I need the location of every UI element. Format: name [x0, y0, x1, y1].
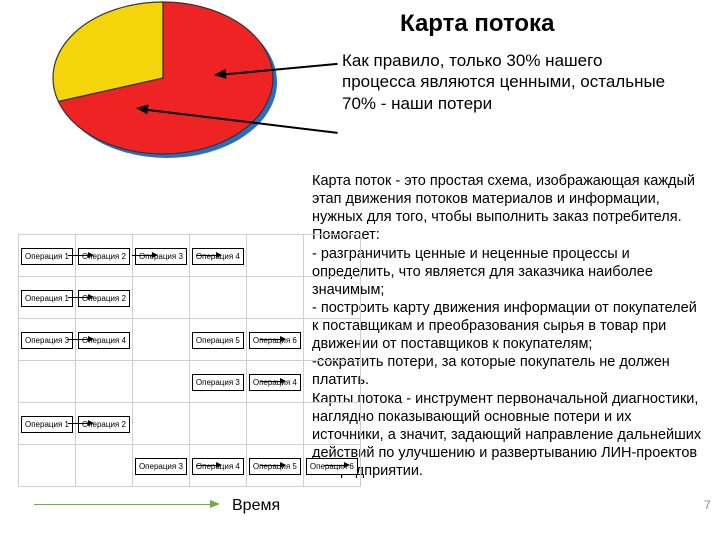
operation-box: Операция 3 — [21, 332, 73, 349]
flow-arrow — [132, 255, 152, 256]
operation-box: Операция 1 — [21, 416, 73, 433]
operation-box: Операция 1 — [21, 290, 73, 307]
lead-paragraph: Как правило, только 30% нашего процесса … — [342, 50, 672, 114]
page-number: 7 — [704, 498, 711, 512]
operation-box: Операция 6 — [249, 332, 301, 349]
operation-box: Операция 1 — [21, 248, 73, 265]
flow-arrow — [68, 339, 88, 340]
flow-arrow — [260, 339, 280, 340]
flow-arrow — [196, 255, 216, 256]
flow-arrow — [68, 423, 88, 424]
operation-box: Операция 3 — [135, 248, 187, 265]
operation-box: Операция 2 — [78, 290, 130, 307]
flow-arrow — [260, 381, 280, 382]
operation-box: Операция 4 — [78, 332, 130, 349]
operation-box: Операция 6 — [306, 458, 358, 475]
flow-arrow — [68, 255, 88, 256]
page-title: Карта потока — [400, 10, 580, 38]
operation-box: Операция 2 — [78, 416, 130, 433]
operation-box: Операция 5 — [192, 332, 244, 349]
operation-box: Операция 3 — [192, 374, 244, 391]
pie-chart — [50, 0, 280, 160]
time-axis-label: Время — [232, 497, 292, 515]
operation-box: Операция 3 — [135, 458, 187, 475]
flow-arrow — [260, 465, 280, 466]
operation-box: Операция 2 — [78, 248, 130, 265]
flow-arrow — [196, 465, 216, 466]
time-axis-arrow — [34, 504, 210, 505]
flow-arrow — [68, 297, 88, 298]
body-paragraph: Карта поток - это простая схема, изображ… — [312, 172, 704, 480]
operation-box: Операция 5 — [249, 458, 301, 475]
operation-box: Операция 4 — [249, 374, 301, 391]
flow-arrow — [324, 465, 344, 466]
